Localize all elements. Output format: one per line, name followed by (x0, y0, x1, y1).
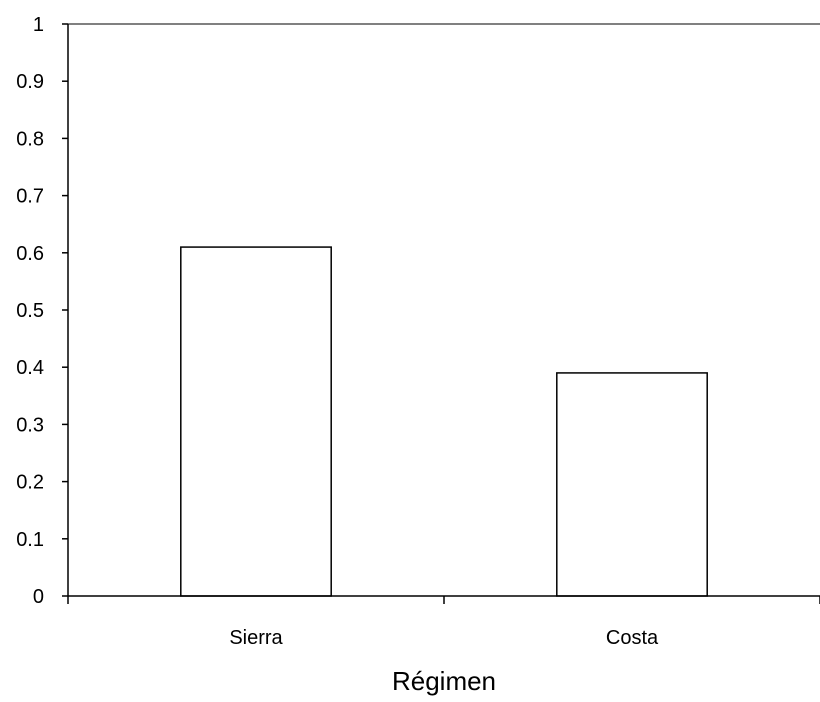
y-tick-label: 0.8 (16, 128, 44, 150)
x-category-label: Sierra (229, 627, 283, 649)
y-tick-label: 0.6 (16, 243, 44, 265)
bar-costa (556, 372, 708, 597)
y-tick-label: 0.1 (16, 529, 44, 551)
x-category-label: Costa (606, 627, 659, 649)
y-tick-label: 0.5 (16, 300, 44, 322)
x-axis-title: Régimen (392, 666, 496, 696)
y-tick-label: 0.3 (16, 414, 44, 436)
y-tick-label: 1 (33, 14, 44, 36)
y-tick-label: 0.9 (16, 71, 44, 93)
bar-sierra (180, 246, 332, 597)
y-tick-label: 0.2 (16, 472, 44, 494)
y-tick-label: 0.4 (16, 357, 44, 379)
bars-group (180, 246, 708, 597)
x-axis-ticks: Sierra Costa (67, 596, 820, 649)
y-tick-label: 0.7 (16, 186, 44, 208)
y-tick-label: 0 (33, 586, 44, 608)
y-axis-ticks: 0 0.1 0.2 0.3 0.4 0.5 0.6 0.7 0.8 0.9 1 (16, 14, 68, 608)
